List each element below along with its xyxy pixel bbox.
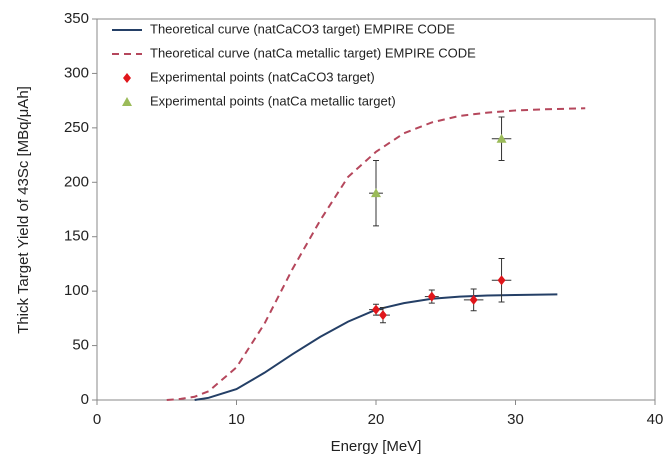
y-axis-title: Thick Target Yield of 43Sc [MBq/μAh] (15, 86, 32, 334)
y-tick-label: 0 (81, 391, 89, 408)
y-tick-label: 150 (64, 228, 89, 245)
legend-label: Theoretical curve (natCa metallic target… (150, 45, 476, 60)
x-tick-label: 40 (647, 411, 664, 428)
curve (166, 107, 586, 401)
y-tick-label: 300 (64, 64, 89, 81)
legend-swatch (123, 73, 131, 83)
legend-label: Theoretical curve (natCaCO3 target) EMPI… (150, 21, 455, 36)
legend-label: Experimental points (natCa metallic targ… (150, 93, 396, 108)
diamond-marker (497, 275, 506, 286)
diamond-marker (427, 291, 436, 302)
diamond-marker (378, 310, 387, 321)
x-axis-title: Energy [MeV] (331, 438, 422, 455)
y-tick-label: 200 (64, 173, 89, 190)
legend-swatch (122, 97, 132, 106)
triangle-marker (496, 133, 507, 143)
x-tick-label: 10 (228, 411, 245, 428)
y-tick-label: 100 (64, 282, 89, 299)
x-tick-label: 20 (368, 411, 385, 428)
legend-label: Experimental points (natCaCO3 target) (150, 69, 375, 84)
y-tick-label: 350 (64, 10, 89, 27)
x-tick-label: 30 (507, 411, 524, 428)
diamond-marker (469, 294, 478, 305)
triangle-marker (371, 188, 381, 198)
y-tick-label: 250 (64, 119, 89, 136)
curve (194, 293, 558, 401)
y-tick-label: 50 (72, 337, 89, 354)
x-tick-label: 0 (93, 411, 101, 428)
diamond-marker (372, 304, 380, 315)
